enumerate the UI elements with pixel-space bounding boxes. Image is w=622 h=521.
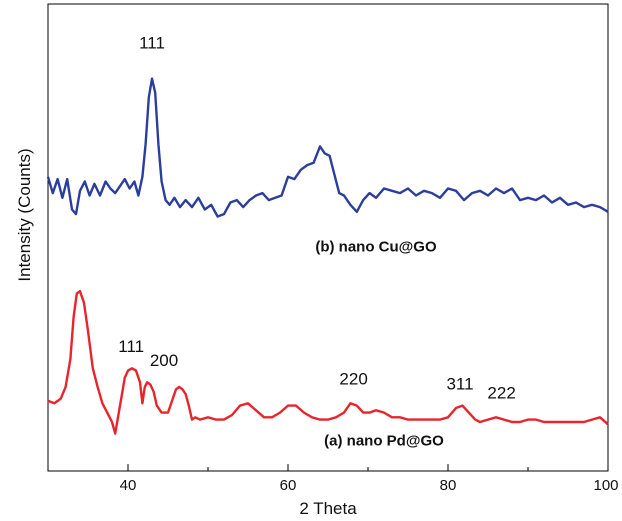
- y-axis-title: Intensity (Counts): [15, 148, 34, 281]
- plot-frame: [47, 3, 609, 472]
- x-axis-title: 2 Theta: [299, 499, 357, 518]
- series-line-cu-go: [46, 77, 609, 218]
- peak-label: 200: [150, 351, 178, 370]
- peak-label: 311: [446, 374, 473, 393]
- x-tick-label: 100: [593, 477, 618, 494]
- series-label-pd-go: (a) nano Pd@GO: [324, 432, 444, 449]
- series-label-cu-go: (b) nano Cu@GO: [315, 239, 437, 256]
- peak-label: 111: [139, 33, 165, 52]
- peak-label: 220: [339, 370, 367, 389]
- peak-label: 111: [118, 337, 144, 356]
- x-tick-label: 40: [120, 477, 137, 494]
- peak-label: 222: [487, 384, 515, 403]
- x-tick-label: 80: [440, 477, 457, 494]
- x-tick-label: 60: [280, 477, 297, 494]
- series-line-pd-go: [47, 290, 609, 435]
